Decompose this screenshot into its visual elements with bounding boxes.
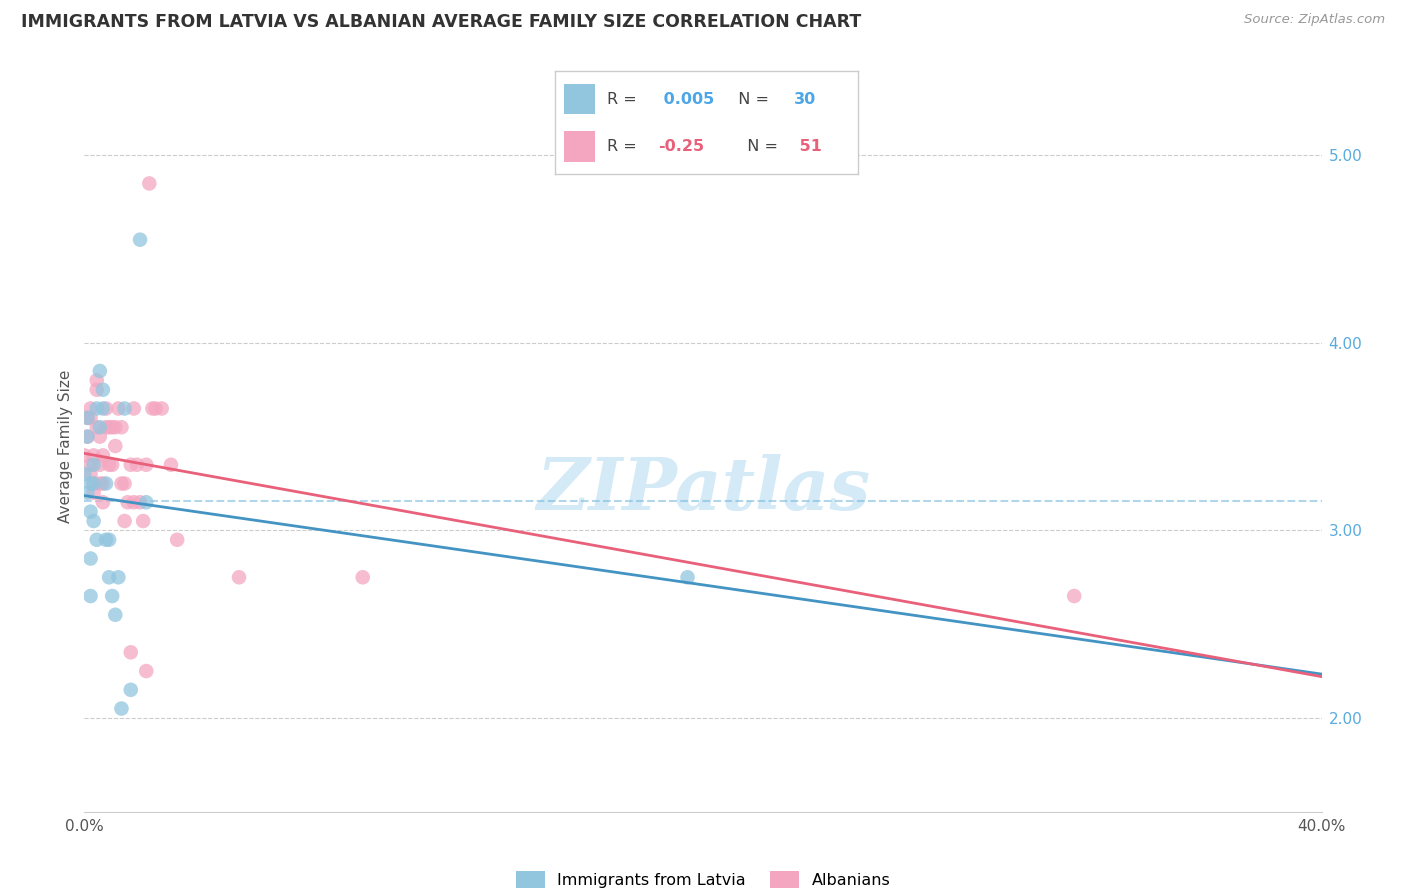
Point bbox=[83, 449, 105, 463]
Point bbox=[91, 476, 114, 491]
Point bbox=[120, 682, 142, 697]
Point bbox=[83, 486, 105, 500]
Point bbox=[86, 420, 108, 434]
Point bbox=[94, 476, 117, 491]
Point bbox=[104, 607, 127, 622]
Point bbox=[104, 439, 127, 453]
Text: N =: N = bbox=[728, 92, 773, 106]
Point bbox=[89, 458, 111, 472]
Point bbox=[89, 476, 111, 491]
Point bbox=[120, 458, 142, 472]
Text: -0.25: -0.25 bbox=[658, 139, 704, 153]
Point bbox=[79, 410, 101, 425]
Point bbox=[101, 458, 124, 472]
Point bbox=[91, 495, 114, 509]
Point bbox=[101, 589, 124, 603]
Point bbox=[122, 401, 145, 416]
Point bbox=[110, 476, 132, 491]
FancyBboxPatch shape bbox=[564, 84, 595, 114]
Point bbox=[76, 410, 98, 425]
Point bbox=[89, 420, 111, 434]
Point bbox=[1063, 589, 1085, 603]
Point bbox=[86, 373, 108, 387]
Point bbox=[94, 533, 117, 547]
Point bbox=[101, 420, 124, 434]
Text: 51: 51 bbox=[794, 139, 823, 153]
Point bbox=[138, 177, 160, 191]
Point bbox=[86, 533, 108, 547]
Point bbox=[129, 233, 152, 247]
Text: R =: R = bbox=[607, 92, 641, 106]
Point bbox=[86, 383, 108, 397]
Point bbox=[107, 570, 129, 584]
Point bbox=[114, 476, 136, 491]
Point bbox=[79, 401, 101, 416]
Point bbox=[228, 570, 250, 584]
Point bbox=[110, 701, 132, 715]
Point bbox=[135, 664, 157, 678]
Point bbox=[98, 533, 121, 547]
Point bbox=[676, 570, 699, 584]
Point bbox=[117, 495, 139, 509]
Point bbox=[94, 401, 117, 416]
FancyBboxPatch shape bbox=[564, 131, 595, 161]
Point bbox=[98, 458, 121, 472]
Point bbox=[98, 570, 121, 584]
Point bbox=[132, 514, 155, 528]
Y-axis label: Average Family Size: Average Family Size bbox=[58, 369, 73, 523]
Point bbox=[73, 449, 96, 463]
Point bbox=[83, 476, 105, 491]
Point bbox=[352, 570, 374, 584]
Point bbox=[79, 505, 101, 519]
Legend: Immigrants from Latvia, Albanians: Immigrants from Latvia, Albanians bbox=[516, 871, 890, 888]
Point bbox=[125, 458, 148, 472]
Point bbox=[160, 458, 183, 472]
Point bbox=[145, 401, 167, 416]
Point bbox=[91, 383, 114, 397]
Point bbox=[135, 495, 157, 509]
Point bbox=[122, 495, 145, 509]
Point bbox=[114, 401, 136, 416]
Point bbox=[114, 514, 136, 528]
Point bbox=[150, 401, 173, 416]
Point bbox=[91, 449, 114, 463]
Point bbox=[120, 645, 142, 659]
Point bbox=[79, 467, 101, 482]
Point bbox=[79, 458, 101, 472]
Point bbox=[104, 420, 127, 434]
Point bbox=[76, 429, 98, 443]
Text: IMMIGRANTS FROM LATVIA VS ALBANIAN AVERAGE FAMILY SIZE CORRELATION CHART: IMMIGRANTS FROM LATVIA VS ALBANIAN AVERA… bbox=[21, 13, 862, 31]
Point bbox=[73, 467, 96, 482]
Text: 0.005: 0.005 bbox=[658, 92, 714, 106]
Point bbox=[76, 486, 98, 500]
Text: R =: R = bbox=[607, 139, 641, 153]
Point bbox=[91, 401, 114, 416]
Text: Source: ZipAtlas.com: Source: ZipAtlas.com bbox=[1244, 13, 1385, 27]
Point bbox=[107, 401, 129, 416]
Point bbox=[89, 429, 111, 443]
Point bbox=[83, 476, 105, 491]
Point bbox=[76, 429, 98, 443]
Point bbox=[83, 514, 105, 528]
Point bbox=[110, 420, 132, 434]
Text: ZIPatlas: ZIPatlas bbox=[536, 454, 870, 525]
Point bbox=[135, 458, 157, 472]
Point bbox=[98, 420, 121, 434]
Text: N =: N = bbox=[737, 139, 783, 153]
Point bbox=[76, 410, 98, 425]
Point bbox=[166, 533, 188, 547]
Point bbox=[141, 401, 163, 416]
Point bbox=[79, 476, 101, 491]
Point bbox=[86, 401, 108, 416]
Point bbox=[94, 420, 117, 434]
Point bbox=[129, 495, 152, 509]
Point bbox=[83, 458, 105, 472]
Point bbox=[79, 589, 101, 603]
Point bbox=[79, 551, 101, 566]
Text: 30: 30 bbox=[794, 92, 817, 106]
Point bbox=[89, 364, 111, 378]
